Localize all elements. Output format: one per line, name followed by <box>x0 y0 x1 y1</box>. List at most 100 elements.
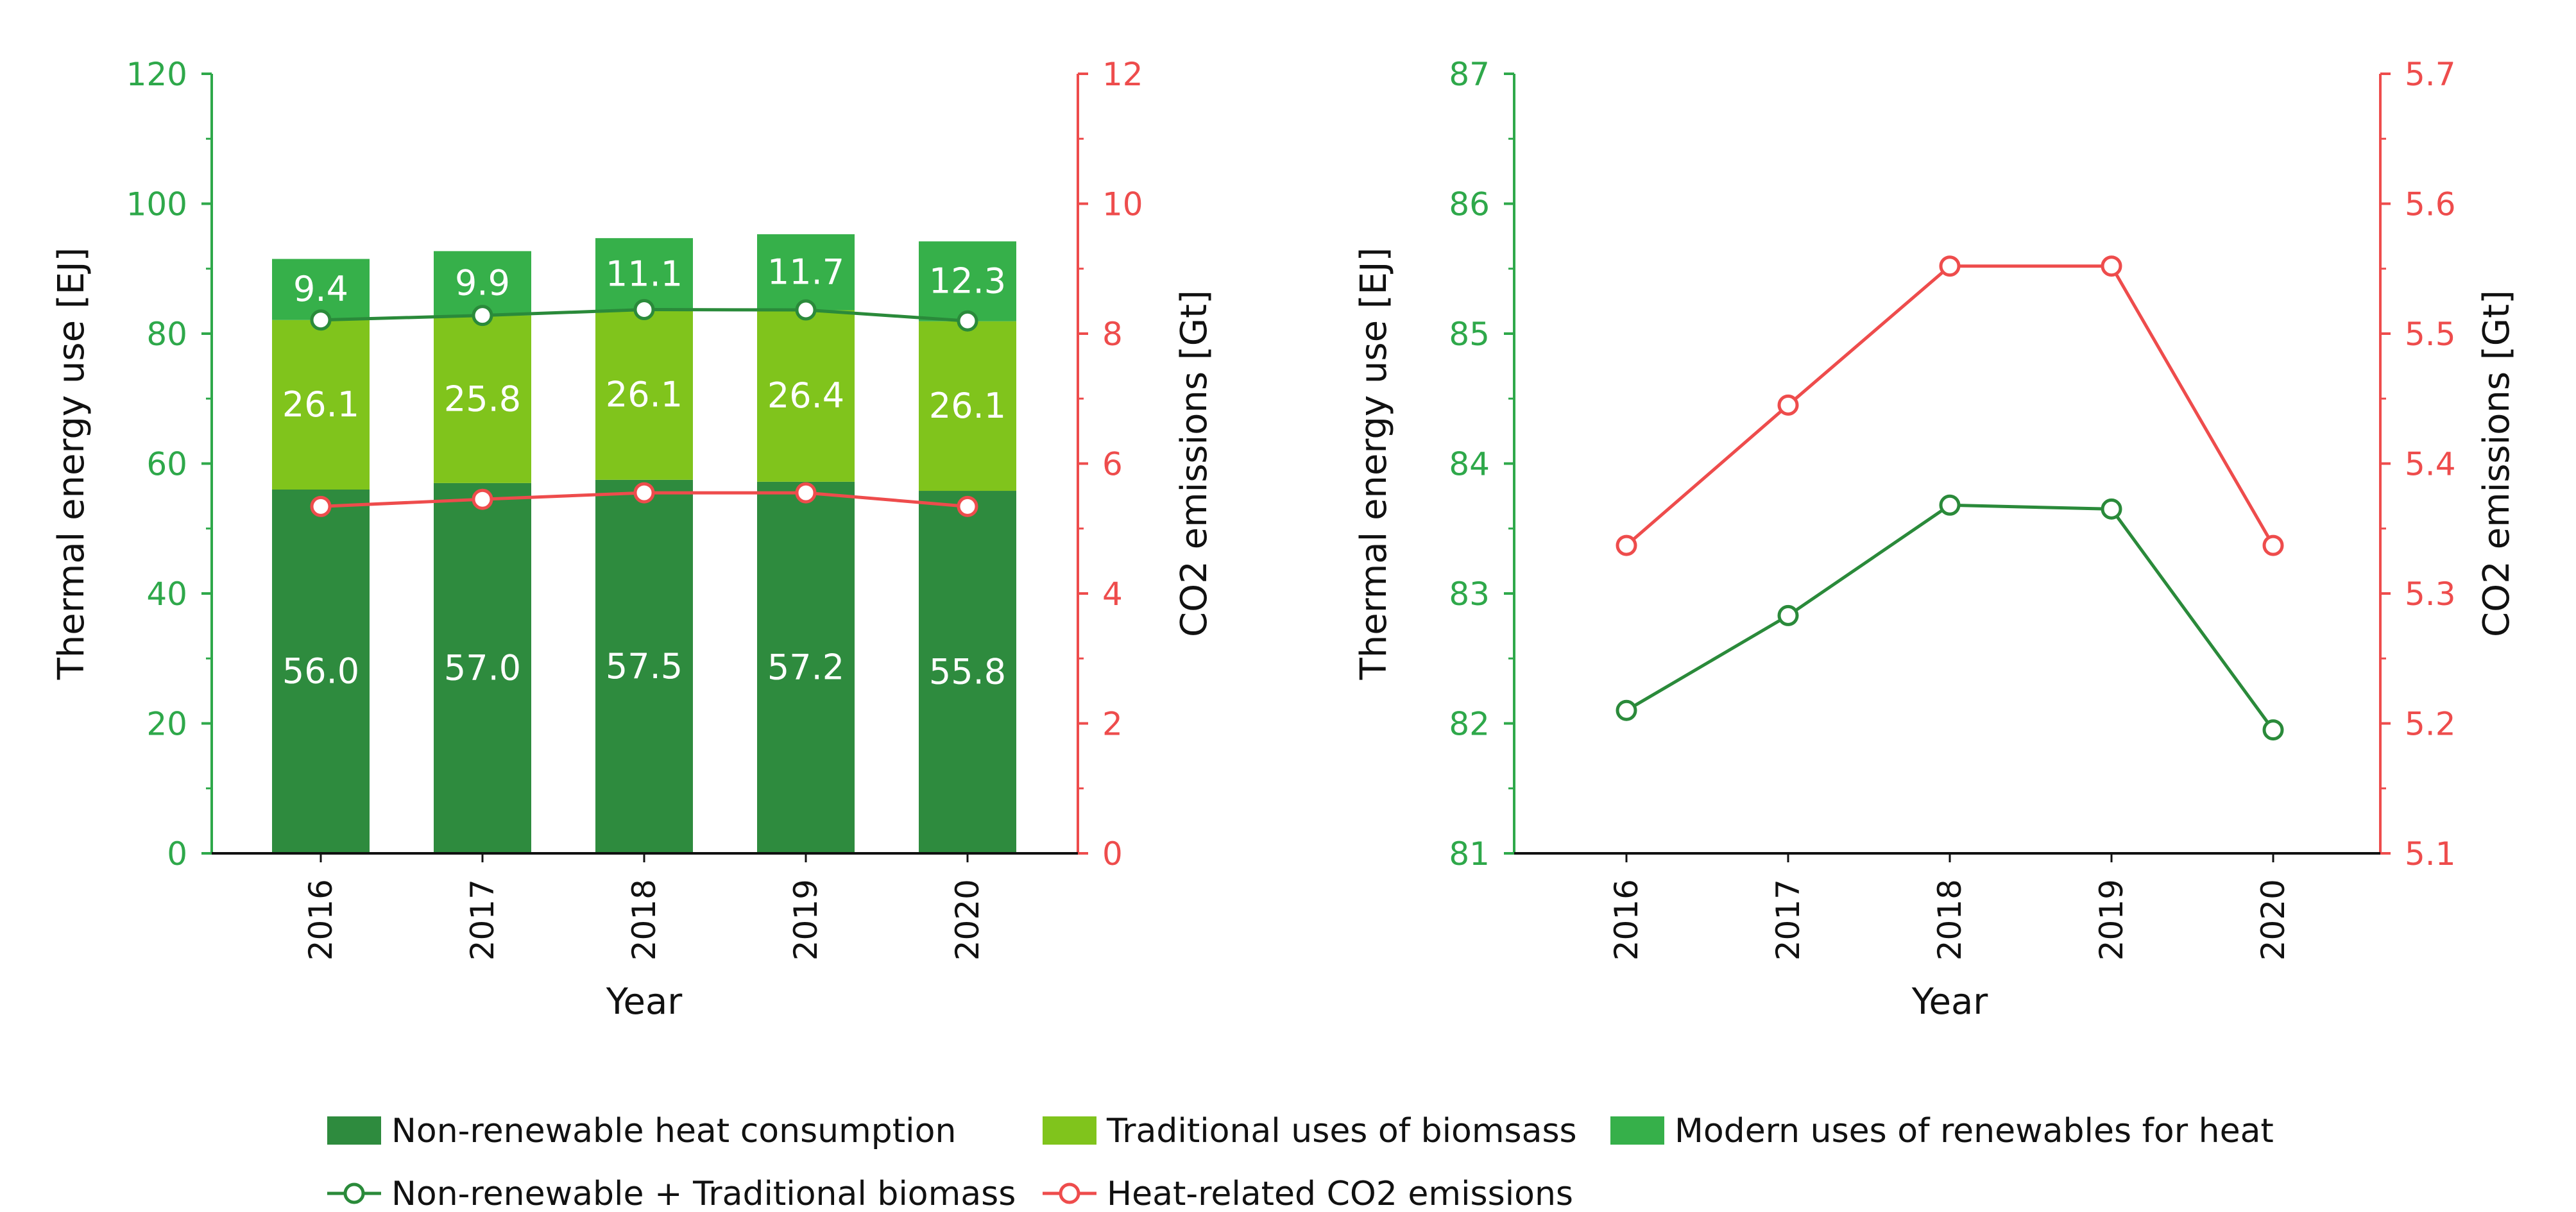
left-right-tick-label: 4 <box>1102 576 1123 613</box>
left-bar-label-2016-1: 26.1 <box>282 384 359 425</box>
left-bar-label-2020-0: 55.8 <box>929 652 1006 692</box>
right-right-tick-label: 5.6 <box>2405 186 2456 223</box>
legend-swatch-0 <box>327 1116 381 1145</box>
left-y-axis-title: Thermal energy use [EJ] <box>51 248 92 681</box>
right-series-point-0-2017 <box>1777 604 1799 626</box>
left-bar-label-2017-2: 9.9 <box>455 263 510 303</box>
left-bar-label-2019-1: 26.4 <box>767 375 844 416</box>
left-y2-axis-title: CO2 emissions [Gt] <box>1173 290 1215 637</box>
left-bar-2017-1 <box>434 315 531 483</box>
legend-marker-4 <box>1059 1182 1080 1204</box>
right-y-axis-title: Thermal energy use [EJ] <box>1353 248 1395 681</box>
left-series-point-1-2019 <box>795 482 817 504</box>
left-bar-2020-2 <box>919 241 1016 321</box>
right-right-tick-label: 5.7 <box>2405 56 2456 93</box>
left-bar-label-2020-2: 12.3 <box>929 260 1006 301</box>
left-bar-2019-1 <box>757 310 855 482</box>
right-series-point-1-2019 <box>2101 255 2122 277</box>
left-bar-label-2016-2: 9.4 <box>293 269 348 309</box>
left-bar-label-2016-0: 56.0 <box>282 651 359 692</box>
left-right-tick-label: 2 <box>1102 706 1123 743</box>
left-series-point-1-2020 <box>957 495 978 517</box>
right-x-axis-title: Year <box>1911 981 1989 1023</box>
left-bar-2019-2 <box>757 234 855 311</box>
left-bar-2018-2 <box>595 238 693 311</box>
right-left-tick-label: 85 <box>1449 316 1490 353</box>
left-bar-2018-1 <box>595 310 693 480</box>
right-right-tick-label: 5.2 <box>2405 706 2456 743</box>
right-left-tick-label: 87 <box>1449 56 1490 93</box>
right-series-point-0-2018 <box>1939 494 1961 516</box>
right-series-point-0-2016 <box>1616 699 1637 721</box>
left-x-axis-title: Year <box>606 981 683 1023</box>
left-x-tick-label: 2018 <box>626 879 663 960</box>
legend-label-1: Traditional uses of biomsass <box>1106 1112 1577 1150</box>
left-series-point-1-2016 <box>310 495 332 517</box>
right-chart-panel: 81 82 83 84 85 86 87 5.1 5.2 5.3 5.4 5.5 5.6 5.7 2016 2… <box>1353 56 2518 1023</box>
left-series-point-1-2018 <box>633 482 655 504</box>
left-right-tick-label: 0 <box>1102 835 1123 873</box>
right-series-point-1-2020 <box>2262 534 2284 556</box>
right-right-tick-label: 5.4 <box>2405 446 2456 483</box>
right-x-tick-label: 2016 <box>1608 879 1645 960</box>
legend-marker-3 <box>343 1182 365 1204</box>
left-right-tick-label: 8 <box>1102 316 1123 353</box>
right-left-tick-label: 81 <box>1449 835 1490 873</box>
left-x-tick-label: 2016 <box>302 879 339 960</box>
right-series-point-1-2017 <box>1777 394 1799 416</box>
right-x-tick-label: 2018 <box>1931 879 1968 960</box>
right-right-tick-label: 5.3 <box>2405 576 2456 613</box>
legend: Non-renewable heat consumption Traditiona… <box>327 1112 2274 1212</box>
left-bar-label-2017-0: 57.0 <box>444 647 521 688</box>
left-bar-label-2018-1: 26.1 <box>606 375 683 415</box>
right-series-point-1-2018 <box>1939 255 1961 277</box>
left-left-tick-label: 120 <box>126 56 187 93</box>
left-bar-2017-2 <box>434 251 531 316</box>
left-left-tick-label: 100 <box>126 186 187 223</box>
left-x-tick-label: 2020 <box>949 879 986 960</box>
left-chart-panel: 56.026.19.457.025.89.957.526.111.157.226… <box>51 56 1215 1023</box>
left-bar-label-2018-0: 57.5 <box>606 646 683 687</box>
left-bar-2018-0 <box>595 479 693 853</box>
left-bar-2017-0 <box>434 482 531 853</box>
left-bar-label-2019-0: 57.2 <box>767 647 844 687</box>
left-bar-2019-0 <box>757 481 855 853</box>
legend-label-0: Non-renewable heat consumption <box>391 1112 956 1150</box>
legend-swatch-2 <box>1610 1116 1664 1145</box>
left-left-tick-label: 60 <box>146 446 187 483</box>
left-series-point-0-2018 <box>633 299 655 321</box>
legend-swatch-1 <box>1043 1116 1096 1145</box>
left-right-tick-label: 10 <box>1102 186 1143 223</box>
right-right-tick-label: 5.5 <box>2405 316 2456 353</box>
right-x-tick-label: 2020 <box>2255 879 2292 960</box>
left-bar-2016-0 <box>272 490 370 853</box>
legend-label-3: Non-renewable + Traditional biomass <box>391 1175 1016 1212</box>
right-series-point-1-2016 <box>1616 534 1637 556</box>
right-series-line-0 <box>1625 503 2275 731</box>
left-series-point-0-2016 <box>310 309 332 331</box>
legend-label-4: Heat-related CO2 emissions <box>1107 1175 1573 1212</box>
right-left-tick-label: 82 <box>1449 706 1490 743</box>
right-x-tick-label: 2017 <box>1770 879 1807 960</box>
left-left-tick-label: 80 <box>146 316 187 353</box>
left-left-tick-label: 40 <box>146 576 187 613</box>
legend-label-2: Modern uses of renewables for heat <box>1675 1112 2274 1150</box>
right-series-point-0-2019 <box>2101 498 2122 520</box>
right-left-tick-label: 86 <box>1449 186 1490 223</box>
left-series-point-0-2020 <box>957 310 978 332</box>
left-bar-2016-1 <box>272 320 370 490</box>
left-series-point-0-2019 <box>795 299 817 321</box>
right-x-tick-label: 2019 <box>2093 879 2130 960</box>
left-right-tick-label: 6 <box>1102 446 1123 483</box>
left-x-tick-label: 2017 <box>464 879 501 960</box>
right-left-tick-label: 83 <box>1449 576 1490 613</box>
left-bar-2020-1 <box>919 321 1016 491</box>
right-right-tick-label: 5.1 <box>2405 835 2456 873</box>
right-y2-axis-title: CO2 emissions [Gt] <box>2476 290 2518 637</box>
left-bar-label-2020-1: 26.1 <box>929 386 1006 426</box>
left-series-point-1-2017 <box>472 488 493 510</box>
left-bar-label-2018-2: 11.1 <box>606 253 683 294</box>
right-left-tick-label: 84 <box>1449 446 1490 483</box>
left-x-tick-label: 2019 <box>787 879 824 960</box>
